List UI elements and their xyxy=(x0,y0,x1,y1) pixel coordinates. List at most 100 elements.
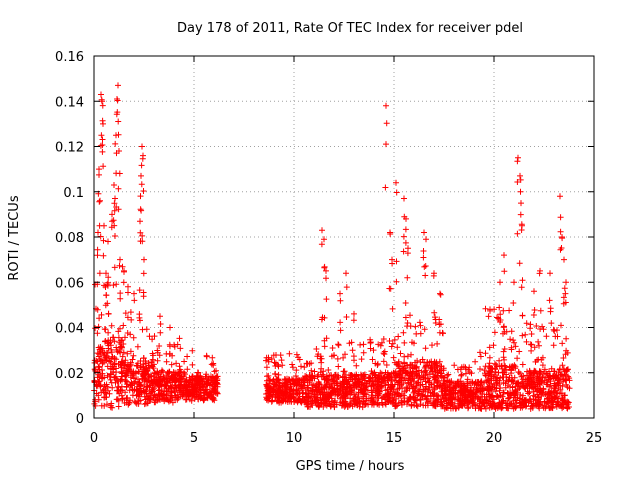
data-point xyxy=(529,403,535,410)
data-point xyxy=(528,331,535,337)
data-point xyxy=(105,274,112,281)
data-point xyxy=(137,218,143,225)
data-point xyxy=(214,381,221,388)
data-point xyxy=(394,386,401,392)
data-point xyxy=(525,390,532,397)
data-point xyxy=(282,388,289,395)
data-point xyxy=(139,143,145,150)
data-point xyxy=(264,385,271,392)
data-point xyxy=(120,349,127,356)
data-point xyxy=(109,384,116,391)
data-point xyxy=(422,363,429,370)
data-point xyxy=(140,387,147,394)
data-point xyxy=(335,391,342,398)
data-point xyxy=(444,377,451,384)
data-point xyxy=(329,345,336,351)
data-point xyxy=(404,274,411,281)
data-point xyxy=(278,389,285,396)
data-point xyxy=(325,367,332,373)
data-point xyxy=(313,399,320,406)
data-point xyxy=(176,363,183,370)
data-point xyxy=(399,374,405,381)
data-point xyxy=(540,370,547,377)
data-point xyxy=(434,340,441,347)
data-point xyxy=(553,401,559,408)
data-point xyxy=(265,358,272,365)
data-point xyxy=(351,310,357,317)
data-point xyxy=(508,378,515,385)
data-point xyxy=(382,382,389,389)
data-point xyxy=(122,334,128,341)
data-point xyxy=(102,326,109,333)
data-point xyxy=(127,331,134,338)
data-point xyxy=(292,373,299,379)
data-point xyxy=(112,195,118,202)
data-point xyxy=(350,397,357,404)
data-point xyxy=(153,392,160,399)
data-point xyxy=(130,334,137,341)
data-point xyxy=(103,270,109,277)
data-point xyxy=(138,162,145,169)
data-point xyxy=(282,377,289,384)
data-point xyxy=(519,312,526,319)
data-point xyxy=(96,315,103,322)
data-point xyxy=(115,131,122,138)
data-point xyxy=(489,371,495,378)
data-point xyxy=(552,333,559,340)
data-point xyxy=(461,385,467,392)
data-point xyxy=(430,401,437,408)
data-point xyxy=(465,366,472,373)
data-point xyxy=(544,399,551,406)
data-point xyxy=(100,163,107,170)
data-point xyxy=(498,398,505,405)
data-point xyxy=(415,379,422,386)
data-point xyxy=(517,188,524,195)
data-point xyxy=(486,354,493,361)
data-point xyxy=(432,314,438,321)
data-point xyxy=(272,381,279,388)
data-point xyxy=(407,361,414,368)
data-point xyxy=(194,369,201,376)
data-point xyxy=(547,404,554,411)
data-point xyxy=(515,154,521,161)
data-point xyxy=(369,371,376,378)
data-point xyxy=(537,369,544,376)
data-point xyxy=(397,350,404,357)
data-point xyxy=(135,398,142,404)
data-point xyxy=(156,352,163,359)
data-point xyxy=(548,391,555,398)
data-point xyxy=(494,393,501,400)
data-point xyxy=(153,379,160,386)
data-point xyxy=(335,342,342,349)
data-point xyxy=(125,289,131,296)
data-point xyxy=(278,357,285,364)
data-point xyxy=(422,345,429,352)
data-point xyxy=(484,377,491,384)
data-point xyxy=(531,307,538,313)
data-point xyxy=(301,364,308,371)
data-point xyxy=(554,327,560,334)
data-point xyxy=(551,388,558,395)
data-point xyxy=(360,349,367,356)
data-point xyxy=(409,371,416,378)
data-point xyxy=(500,324,507,331)
data-point xyxy=(419,356,426,363)
data-point xyxy=(99,148,106,155)
data-point xyxy=(281,382,288,389)
data-point xyxy=(510,300,517,306)
data-point xyxy=(196,393,203,400)
data-point xyxy=(514,355,521,362)
data-point xyxy=(505,395,512,402)
data-point xyxy=(465,399,472,406)
data-point xyxy=(105,238,111,245)
data-point xyxy=(553,374,559,381)
data-point xyxy=(184,366,191,373)
data-point xyxy=(511,279,517,286)
data-point xyxy=(141,401,148,408)
data-point xyxy=(154,357,161,364)
data-point xyxy=(546,372,553,379)
data-point xyxy=(458,371,465,378)
data-point xyxy=(161,388,167,395)
data-point xyxy=(122,357,129,364)
data-point xyxy=(313,386,320,393)
